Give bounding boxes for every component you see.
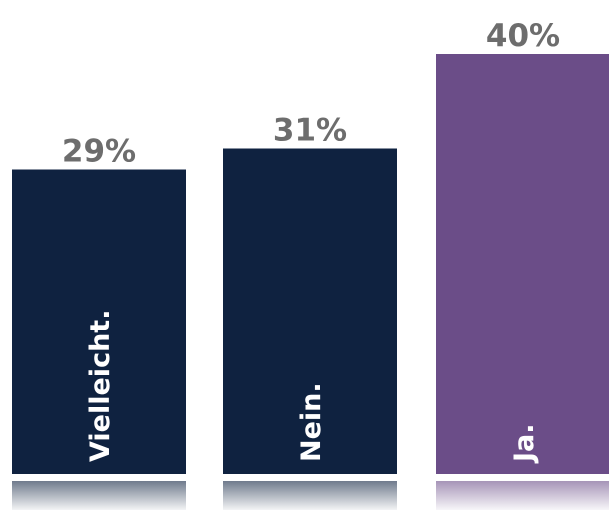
value-label-ja: 40% [486, 18, 560, 54]
reflections-layer [12, 481, 609, 510]
value-label-nein: 31% [273, 113, 347, 149]
value-labels-layer: 29% 31% 40% [62, 18, 560, 170]
bar-vielleicht [12, 169, 186, 474]
bar-reflection-nein [223, 481, 397, 510]
bar-reflection-ja [436, 481, 609, 510]
bar-ja [436, 54, 609, 474]
category-label-ja: Ja. [509, 423, 540, 464]
bar-reflection-vielleicht [12, 481, 186, 510]
bar-nein [223, 148, 397, 474]
category-labels-layer: Vielleicht. Nein. Ja. [85, 310, 540, 464]
bars-layer [12, 54, 609, 474]
category-label-vielleicht: Vielleicht. [85, 310, 116, 462]
value-label-vielleicht: 29% [62, 134, 136, 170]
category-label-nein: Nein. [296, 382, 327, 462]
